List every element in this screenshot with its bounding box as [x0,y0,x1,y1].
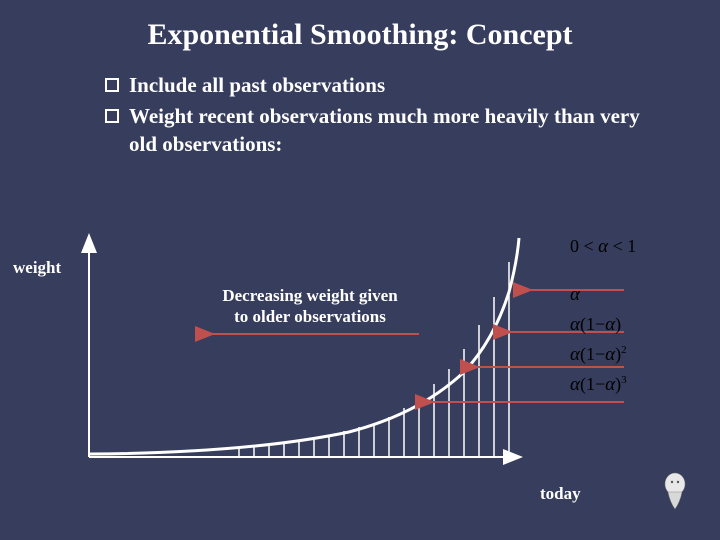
caption-line: to older observations [234,307,386,326]
bullet-item: Include all past observations [105,72,660,99]
exponential-curve [89,238,519,454]
chart-svg [69,232,629,472]
formula-alpha-1: α(1−α) [570,310,636,340]
chart-caption: Decreasing weight given to older observa… [200,285,420,328]
bullet-list: Include all past observations Weight rec… [105,72,660,158]
square-bullet-icon [105,109,119,123]
bullet-text: Weight recent observations much more hea… [129,103,660,158]
bullet-item: Weight recent observations much more hea… [105,103,660,158]
formula-alpha-2: α(1−α)2 [570,340,636,370]
formula-alpha: α [570,280,636,310]
exponential-chart [69,232,519,472]
formula-range: 0 < α < 1 [570,232,636,262]
caption-line: Decreasing weight given [222,286,397,305]
square-bullet-icon [105,78,119,92]
y-axis-label: weight [13,258,61,278]
formula-block: 0 < α < 1 α α(1−α) α(1−α)2 α(1−α)3 [570,232,636,400]
bullet-text: Include all past observations [129,72,385,99]
formula-alpha-3: α(1−α)3 [570,370,636,400]
page-title: Exponential Smoothing: Concept [0,0,720,72]
x-axis-label: today [540,484,581,504]
decorative-icon [662,472,688,510]
